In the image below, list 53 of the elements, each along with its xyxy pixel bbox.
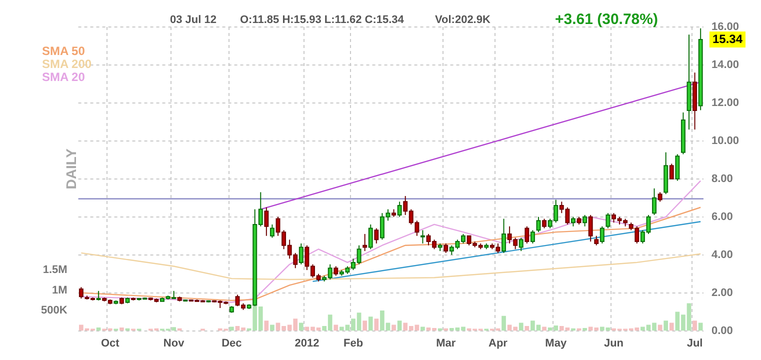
bar [669, 322, 674, 331]
x-tick-label: Mar [436, 337, 456, 350]
y-tick-label: 16.00 [711, 21, 740, 34]
text: O:11.85 H:15.93 L:11.62 C:15.34 [240, 14, 405, 26]
bar [270, 324, 274, 331]
text: 03 Jul 12 [170, 14, 216, 26]
x-tick-label: Dec [222, 337, 242, 350]
x-tick-label: Apr [488, 337, 508, 350]
annotation: +3.61 (30.78%) [555, 11, 658, 28]
bar [334, 324, 338, 331]
bar [542, 326, 546, 331]
x-tick-label: Oct [100, 337, 120, 350]
bar [518, 322, 524, 331]
y-tick-label: 12.00 [711, 96, 740, 109]
bar [397, 320, 402, 331]
text: SMA 20 [42, 70, 86, 84]
text: SMA 50 [42, 44, 86, 58]
y-tick-label: 10.00 [711, 134, 740, 147]
bar [524, 326, 530, 331]
y-tick-label: 8.00 [711, 172, 733, 185]
x-tick-label: Jul [686, 337, 703, 350]
bar [658, 324, 662, 331]
annotation: DAILY [62, 148, 79, 190]
bar [692, 320, 697, 331]
y-tick-label: 0.00 [711, 324, 733, 337]
text: 15.34 [712, 32, 743, 46]
bar [298, 322, 304, 331]
bar [392, 324, 396, 331]
bar [502, 316, 506, 331]
bar [582, 328, 587, 331]
bar [420, 326, 425, 331]
x-tick-label: Nov [163, 337, 186, 350]
bar [368, 316, 373, 331]
bar [664, 320, 668, 331]
bar [264, 320, 269, 331]
y-tick-label: 14.00 [711, 59, 740, 72]
text: SMA 200 [42, 57, 92, 71]
x-tick-label: Feb [343, 337, 364, 350]
y2-tick-label: 1M [52, 284, 68, 296]
y-tick-label: 4.00 [711, 248, 733, 261]
bar [698, 322, 703, 331]
bar [230, 326, 234, 331]
y-tick-label: 6.00 [711, 210, 733, 223]
x-tick-label: May [545, 337, 568, 350]
y2-tick-label: 1.5M [42, 264, 68, 276]
x-tick-label: 2012 [294, 337, 320, 350]
y2-tick-label: 500K [41, 304, 68, 317]
bar [374, 318, 379, 331]
bar [362, 320, 368, 331]
text: Vol:202.9K [435, 14, 490, 26]
x-tick-label: Jun [604, 337, 624, 350]
bar [120, 328, 124, 331]
y-tick-label: 2.00 [711, 286, 733, 299]
